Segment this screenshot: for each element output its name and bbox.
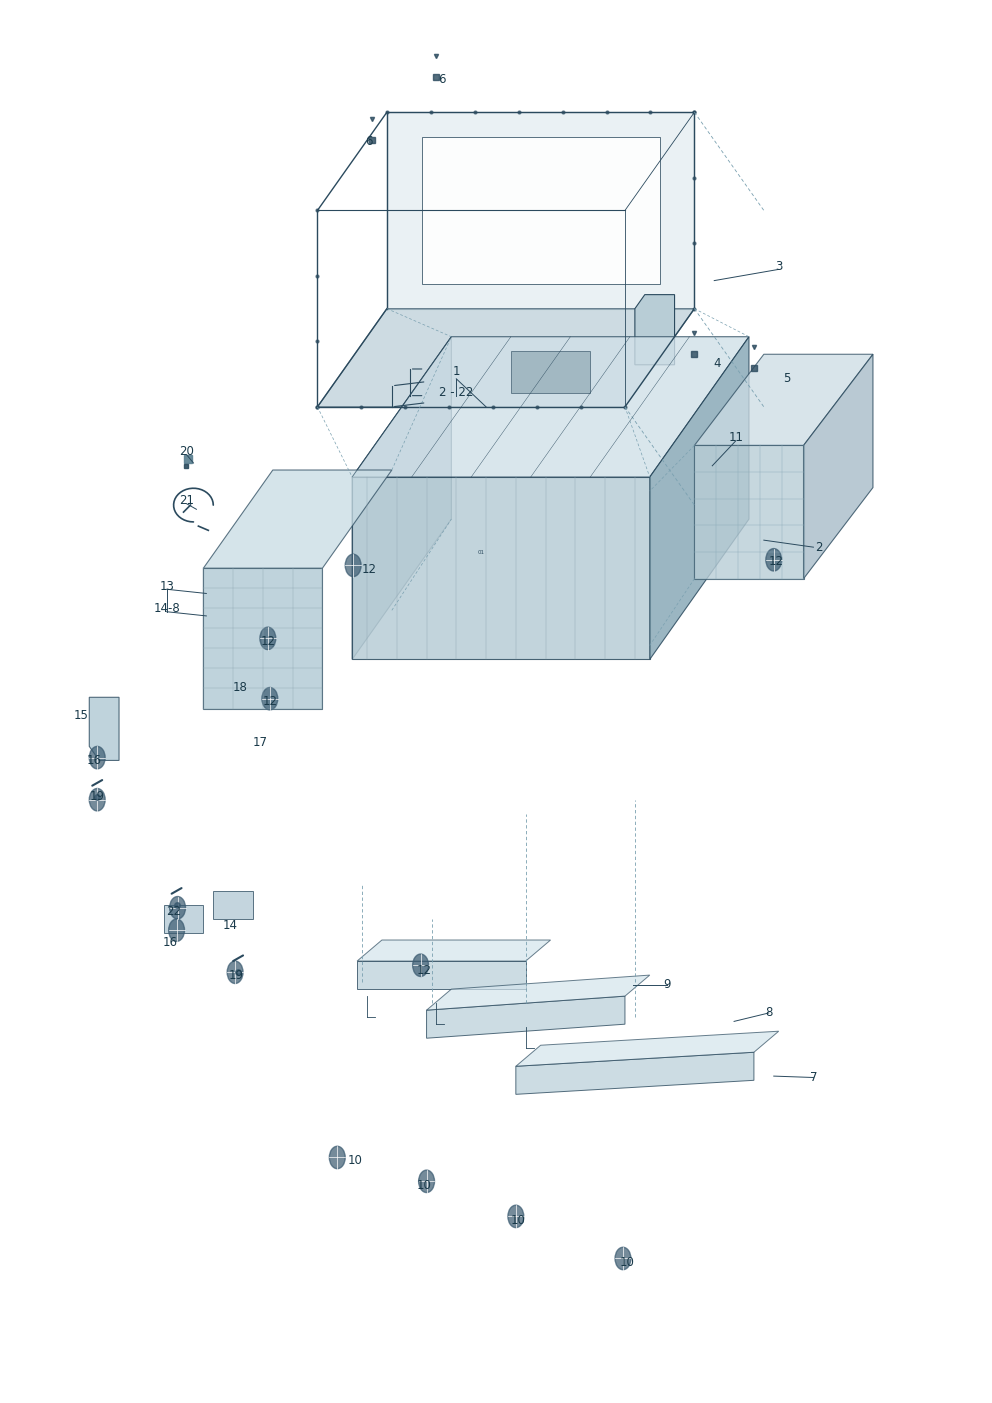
- Text: 7: 7: [809, 1070, 817, 1085]
- Text: 01: 01: [477, 550, 485, 556]
- Polygon shape: [352, 337, 749, 477]
- Circle shape: [89, 788, 105, 811]
- Text: 10: 10: [418, 1179, 432, 1193]
- Polygon shape: [635, 295, 675, 365]
- Text: 10: 10: [348, 1153, 362, 1167]
- Text: 2: 2: [814, 540, 822, 554]
- Text: 14: 14: [222, 919, 238, 933]
- Polygon shape: [357, 961, 526, 989]
- Circle shape: [170, 897, 186, 919]
- Text: 20: 20: [180, 445, 193, 459]
- Text: 13: 13: [160, 579, 174, 593]
- Circle shape: [262, 687, 278, 710]
- Circle shape: [260, 627, 276, 650]
- Polygon shape: [317, 309, 694, 407]
- Text: 11: 11: [728, 431, 744, 445]
- Circle shape: [345, 554, 361, 577]
- Text: 14-8: 14-8: [154, 602, 180, 616]
- Text: 5: 5: [783, 372, 791, 386]
- Text: 10: 10: [620, 1256, 634, 1270]
- Text: 12: 12: [262, 694, 278, 709]
- Text: 22: 22: [166, 905, 182, 919]
- Polygon shape: [427, 975, 650, 1010]
- Circle shape: [508, 1205, 524, 1228]
- Circle shape: [329, 1146, 345, 1169]
- Circle shape: [89, 746, 105, 769]
- Polygon shape: [427, 996, 625, 1038]
- Text: 12: 12: [768, 554, 784, 568]
- Text: 19: 19: [89, 790, 105, 804]
- Polygon shape: [352, 477, 650, 659]
- Text: 8: 8: [765, 1006, 773, 1020]
- Text: 6: 6: [365, 135, 373, 149]
- Circle shape: [615, 1247, 631, 1270]
- Text: 16: 16: [163, 936, 179, 950]
- Text: 3: 3: [775, 260, 783, 274]
- Polygon shape: [164, 905, 203, 933]
- Text: 19: 19: [228, 968, 244, 982]
- Polygon shape: [516, 1052, 754, 1094]
- Polygon shape: [694, 355, 873, 446]
- Text: 9: 9: [663, 978, 671, 992]
- Polygon shape: [89, 697, 119, 760]
- Polygon shape: [203, 470, 392, 568]
- Circle shape: [766, 549, 782, 571]
- Polygon shape: [516, 1031, 779, 1066]
- Text: 12: 12: [361, 563, 377, 577]
- Polygon shape: [650, 337, 749, 659]
- Circle shape: [419, 1170, 434, 1193]
- Circle shape: [413, 954, 429, 976]
- Polygon shape: [387, 112, 694, 309]
- Text: 15: 15: [74, 709, 88, 723]
- Text: 18: 18: [233, 680, 247, 694]
- Polygon shape: [203, 568, 322, 709]
- Text: 4: 4: [713, 356, 721, 370]
- Text: 16: 16: [86, 753, 102, 767]
- Polygon shape: [352, 337, 451, 659]
- Polygon shape: [357, 940, 551, 961]
- Text: 17: 17: [252, 735, 268, 749]
- Polygon shape: [694, 446, 804, 578]
- Polygon shape: [213, 891, 253, 919]
- Text: 10: 10: [511, 1214, 525, 1228]
- Text: 6: 6: [437, 73, 445, 87]
- Circle shape: [169, 919, 185, 941]
- Polygon shape: [804, 355, 873, 578]
- Text: 21: 21: [179, 494, 194, 508]
- Polygon shape: [511, 351, 590, 393]
- Text: 12: 12: [260, 634, 276, 648]
- Text: 1: 1: [452, 365, 460, 379]
- Text: 12: 12: [417, 964, 433, 978]
- Polygon shape: [422, 136, 660, 285]
- Text: 2 - 22: 2 - 22: [439, 386, 473, 400]
- Circle shape: [227, 961, 243, 984]
